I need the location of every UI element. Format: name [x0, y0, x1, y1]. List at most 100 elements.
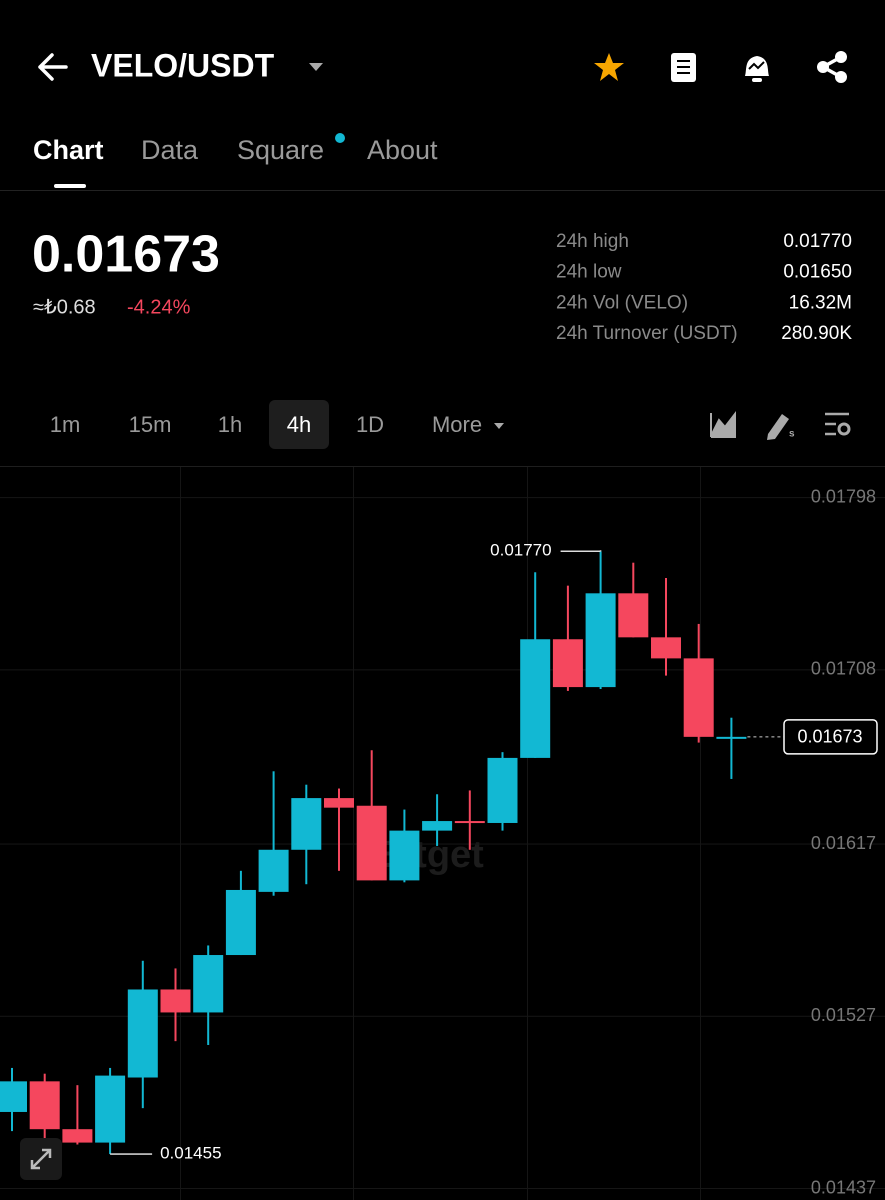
indicator-shape: [710, 411, 736, 438]
candle-body: [291, 798, 322, 850]
candle-body: [683, 658, 714, 737]
candle-body: [193, 955, 224, 1013]
stat-value: 0.01650: [783, 262, 852, 283]
divider: [0, 466, 885, 467]
back-button[interactable]: [38, 53, 68, 81]
interval[interactable]: 4h: [287, 412, 311, 437]
pair-title[interactable]: VELO/USDT: [91, 47, 275, 83]
grid-line: [0, 1188, 885, 1190]
share-dot: [835, 71, 847, 83]
pen: [767, 414, 789, 440]
candle-wick: [436, 794, 439, 846]
grid-line: [0, 497, 885, 499]
vertical-grid: [180, 467, 701, 1200]
stat-value: 280.90K: [781, 323, 852, 344]
interval[interactable]: 1m: [50, 412, 81, 437]
interval[interactable]: More: [432, 412, 482, 437]
tab-indicator: [54, 184, 86, 188]
candle-wick: [338, 788, 340, 871]
candle-body: [716, 736, 747, 739]
settings-icon[interactable]: [825, 412, 851, 436]
alert-icon[interactable]: [745, 56, 769, 82]
candle-body: [62, 1129, 93, 1143]
candle-body: [0, 1081, 27, 1112]
candle-body: [356, 805, 387, 881]
interval[interactable]: 1D: [356, 412, 384, 437]
stat-label: 24h high: [556, 231, 629, 252]
share-dot: [835, 51, 847, 63]
favorite-icon[interactable]: [594, 53, 624, 81]
candle-body: [225, 889, 256, 956]
candle-body: [29, 1081, 60, 1130]
interval[interactable]: 15m: [129, 412, 172, 437]
interval[interactable]: 1h: [218, 412, 242, 437]
share-icon[interactable]: [817, 51, 847, 83]
stat-label: 24h Vol (VELO): [556, 292, 688, 313]
pen-s: s: [789, 429, 795, 440]
candle-body: [160, 989, 191, 1013]
v-grid-line: [353, 467, 354, 1200]
intervals: 1m 15m 1h 4h 1D More: [50, 412, 482, 437]
candle-wick: [272, 771, 275, 896]
expand-button[interactable]: [20, 1138, 62, 1180]
low-leader: [110, 1153, 153, 1155]
last-price: 0.01673: [32, 226, 220, 284]
draw-icon[interactable]: s: [767, 414, 795, 440]
grid-line: [0, 1015, 885, 1017]
stats: 24h high 0.01770 24h low 0.01650 24h Vol (VE…: [556, 231, 852, 344]
candle-wick: [468, 790, 471, 850]
divider: [0, 190, 885, 191]
grid-line: [0, 669, 885, 671]
settings-lines: [825, 412, 849, 436]
candle-body: [389, 830, 420, 881]
candlestick-chart: 0.01798 0.01708 0.01617 0.01527 0.01437 0.017…: [0, 486, 885, 1197]
candle-wick: [76, 1085, 79, 1145]
notes-lines: [677, 60, 690, 74]
candle-body: [520, 639, 551, 758]
candle-body: [552, 639, 583, 688]
share-dot: [817, 61, 829, 73]
settings-gear: [837, 422, 851, 436]
candle-body: [95, 1075, 126, 1143]
high-label: 0.01770: [490, 541, 551, 560]
high-leader: [560, 550, 602, 552]
more-dropdown: [494, 423, 504, 429]
tab[interactable]: About: [367, 135, 438, 165]
expand-arrows: [30, 1148, 52, 1170]
y-tick-label: 0.01437: [811, 1177, 876, 1197]
v-grid-line: [180, 467, 181, 1200]
y-tick-label: 0.01617: [811, 833, 876, 853]
grid-line: [0, 843, 885, 845]
price-change: -4.24%: [127, 296, 191, 318]
new-dot: [335, 133, 345, 143]
tab-active[interactable]: Chart: [33, 135, 104, 165]
candle-wick: [665, 578, 667, 676]
back-arrow: [38, 53, 68, 81]
candle-body: [487, 757, 518, 823]
last-price-box: [783, 719, 878, 755]
stat-value: 16.32M: [789, 292, 852, 313]
stat-value: 0.01770: [783, 231, 852, 252]
fiat-price: ≈₺0.68: [33, 296, 96, 318]
candle-body: [618, 593, 649, 638]
bell-clapper: [752, 78, 762, 82]
low-label: 0.01455: [160, 1144, 221, 1163]
candle-wick: [566, 585, 569, 691]
interval-selected-bg: [269, 400, 329, 449]
candle-wick: [730, 717, 733, 779]
stat-label: 24h low: [556, 262, 622, 283]
y-tick-label: 0.01798: [811, 486, 876, 506]
v-grid-line: [700, 467, 701, 1200]
candle-body: [127, 989, 158, 1078]
last-price-label: 0.01673: [797, 727, 862, 747]
pair-dropdown[interactable]: [309, 63, 323, 71]
tab[interactable]: Square: [237, 135, 324, 165]
y-tick-label: 0.01708: [811, 659, 876, 679]
notes-icon[interactable]: [671, 53, 696, 82]
bell-line: [748, 61, 765, 70]
candle-body: [585, 593, 616, 688]
candle-body: [422, 821, 453, 831]
indicator-icon[interactable]: [710, 411, 736, 438]
tab[interactable]: Data: [141, 135, 199, 165]
